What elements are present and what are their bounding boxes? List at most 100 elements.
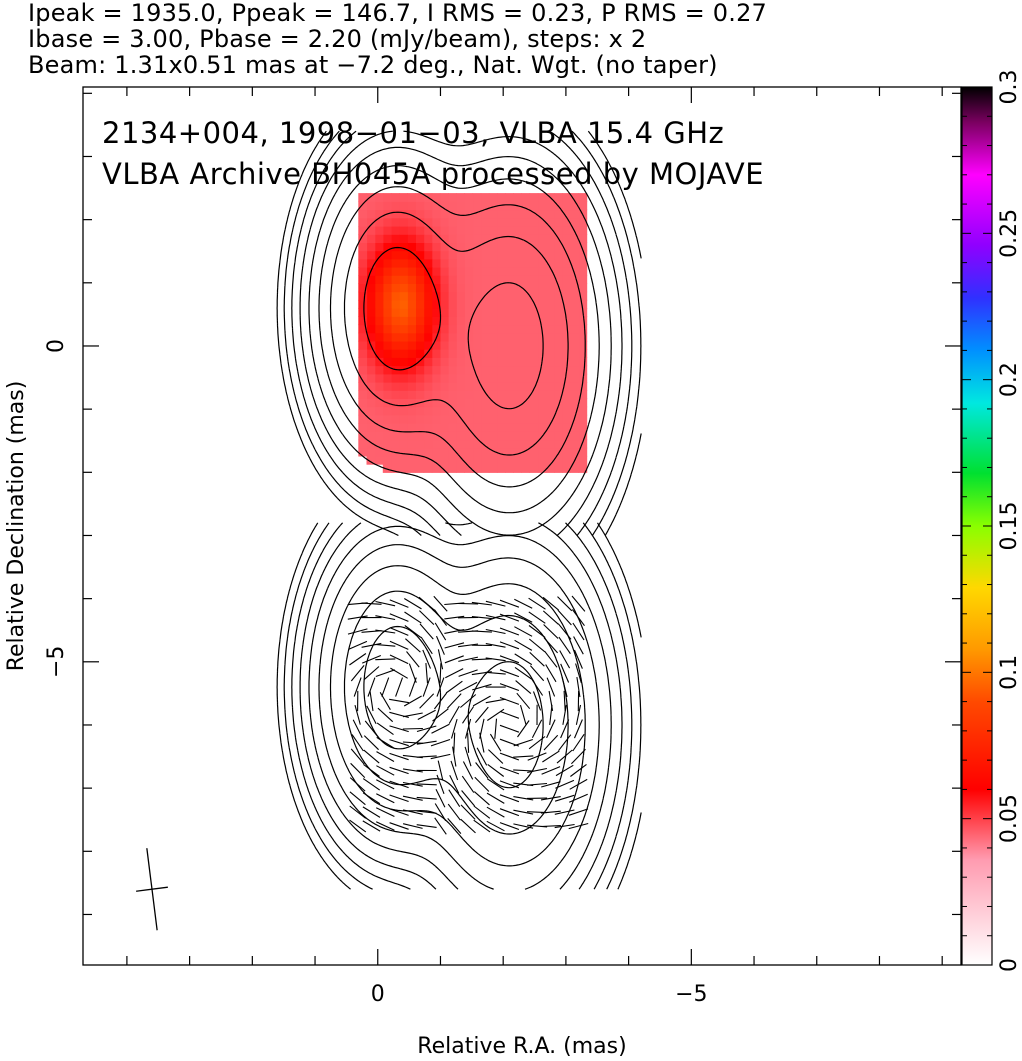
evpa-vector-37 bbox=[541, 781, 561, 788]
lower-contour-3 bbox=[299, 522, 623, 890]
polarization-cell-725 bbox=[407, 373, 416, 383]
evpa-vector-33 bbox=[557, 596, 573, 612]
polarization-cell-905 bbox=[366, 275, 376, 284]
evpa-vector-237 bbox=[389, 599, 409, 608]
polarization-cell-852 bbox=[374, 439, 384, 449]
polarization-cell-846 bbox=[382, 217, 392, 227]
polarization-cell-266 bbox=[521, 234, 531, 243]
polarization-cell-637 bbox=[431, 258, 441, 268]
evpa-vector-272 bbox=[349, 819, 367, 833]
evpa-vector-86 bbox=[499, 808, 520, 817]
polarization-cell-804 bbox=[390, 283, 400, 293]
polarization-cell-160 bbox=[545, 267, 555, 276]
polarization-cell-336 bbox=[505, 217, 514, 227]
polarization-cell-186 bbox=[537, 332, 547, 342]
polarization-cell-54 bbox=[570, 299, 580, 309]
polarization-cell-865 bbox=[374, 332, 384, 342]
evpa-vector-129 bbox=[472, 683, 492, 691]
polarization-cell-108 bbox=[554, 414, 563, 424]
evpa-vector-173 bbox=[436, 774, 445, 794]
evpa-vector-274 bbox=[349, 791, 366, 806]
evpa-vector-248 bbox=[381, 677, 390, 697]
evpa-vector-32 bbox=[557, 609, 572, 626]
polarization-cell-921 bbox=[358, 406, 368, 416]
polarization-cell-629 bbox=[431, 324, 441, 334]
polarization-cell-505 bbox=[464, 226, 474, 235]
polarization-cell-694 bbox=[415, 349, 425, 358]
polarization-cell-168 bbox=[545, 201, 555, 211]
polarization-cell-796 bbox=[390, 349, 400, 358]
polarization-cell-874 bbox=[374, 258, 384, 268]
colorbar-ticks: 0 0.05 0.1 0.15 0.2 0.25 0.3 bbox=[962, 70, 1022, 972]
evpa-vector-239 bbox=[375, 807, 395, 817]
polarization-cell-581 bbox=[439, 439, 449, 449]
header-line-3: Beam: 1.31x0.51 mas at −7.2 deg., Nat. W… bbox=[28, 51, 718, 79]
polarization-cell-36 bbox=[570, 447, 580, 457]
evpa-vector-67 bbox=[528, 597, 546, 610]
polarization-cell-33 bbox=[578, 193, 588, 202]
polarization-cell-131 bbox=[554, 226, 563, 235]
evpa-vector-137 bbox=[460, 804, 476, 820]
polarization-cell-624 bbox=[431, 365, 441, 375]
evpa-vector-287 bbox=[347, 615, 368, 620]
evpa-vector-43 bbox=[548, 690, 554, 711]
polarization-cell-798 bbox=[390, 332, 400, 342]
polarization-cell-830 bbox=[382, 349, 392, 358]
polarization-cell-595 bbox=[439, 324, 449, 334]
polarization-cell-399 bbox=[488, 258, 498, 268]
polarization-cell-919 bbox=[358, 423, 368, 432]
polarization-cell-828 bbox=[382, 365, 392, 375]
lower-contour-2 bbox=[291, 522, 633, 890]
evpa-vector-128 bbox=[472, 695, 491, 707]
evpa-vector-224 bbox=[389, 780, 409, 789]
evpa-vector-3 bbox=[569, 778, 588, 790]
polarization-cell-546 bbox=[448, 447, 457, 457]
polarization-cell-234 bbox=[529, 217, 539, 227]
polarization-cell-894 bbox=[366, 365, 376, 375]
polarization-cell-526 bbox=[456, 332, 465, 342]
polarization-cell-352 bbox=[496, 365, 506, 375]
evpa-vector-131 bbox=[471, 658, 492, 661]
polarization-cell-384 bbox=[488, 382, 498, 391]
polarization-cell-295 bbox=[513, 275, 522, 284]
polarization-cell-226 bbox=[529, 283, 539, 293]
polarization-cell-475 bbox=[472, 193, 482, 202]
polarization-cell-673 bbox=[423, 242, 433, 252]
evpa-vector-145 bbox=[460, 694, 477, 708]
polarization-cell-179 bbox=[537, 390, 547, 399]
polarization-cell-263 bbox=[521, 258, 531, 268]
polarization-cell-532 bbox=[456, 283, 465, 293]
polarization-cell-464 bbox=[472, 283, 482, 293]
polarization-cell-937 bbox=[358, 275, 368, 284]
polarization-cell-205 bbox=[529, 455, 539, 465]
lower-contour-8 bbox=[363, 625, 544, 789]
evpa-vector-282 bbox=[353, 677, 362, 697]
polarization-cell-423 bbox=[480, 340, 490, 350]
polarization-cell-576 bbox=[448, 201, 457, 211]
evpa-vector-199 bbox=[422, 649, 432, 669]
polarization-cell-450 bbox=[472, 398, 482, 408]
polarization-cell-563 bbox=[448, 308, 457, 317]
polarization-cell-303 bbox=[513, 209, 522, 219]
evpa-vector-22 bbox=[556, 749, 573, 764]
polarization-cell-827 bbox=[382, 373, 392, 383]
polarization-cell-117 bbox=[554, 340, 563, 350]
polarization-cell-376 bbox=[488, 447, 498, 457]
polarization-cell-751 bbox=[399, 439, 408, 449]
polarization-cell-789 bbox=[390, 406, 400, 416]
polarization-cell-648 bbox=[423, 447, 433, 457]
polarization-cell-97 bbox=[562, 226, 571, 235]
polarization-cell-745 bbox=[407, 209, 416, 219]
evpa-vector-231 bbox=[395, 677, 404, 697]
polarization-cell-51 bbox=[570, 324, 580, 334]
polarization-cell-644 bbox=[431, 201, 441, 211]
polarization-cell-849 bbox=[382, 193, 392, 202]
polarization-cell-499 bbox=[464, 275, 474, 284]
polarization-cell-3 bbox=[578, 439, 588, 449]
polarization-cell-246 bbox=[521, 398, 531, 408]
evpa-vector-269 bbox=[361, 630, 382, 633]
polarization-cell-83 bbox=[562, 340, 571, 350]
polarization-cell-375 bbox=[488, 455, 498, 465]
evpa-vector-11 bbox=[575, 663, 582, 684]
beam-marker bbox=[136, 848, 168, 931]
